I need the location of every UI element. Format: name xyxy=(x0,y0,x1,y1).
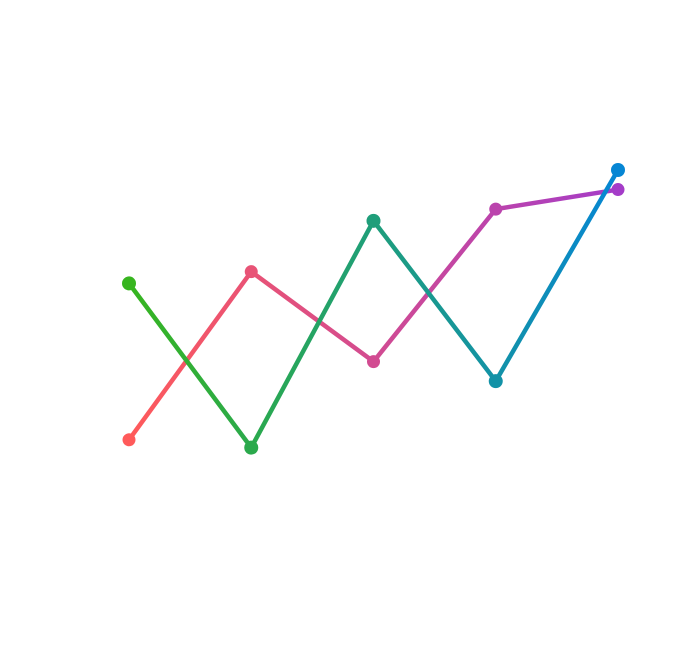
series-2-line xyxy=(126,167,621,450)
series-1-point-4 xyxy=(489,202,503,216)
series-2-point-1 xyxy=(122,276,136,291)
series-1-point-2 xyxy=(244,265,258,279)
series-points-layer xyxy=(122,163,625,455)
series-1-point-1 xyxy=(122,433,136,447)
series-2-point-2 xyxy=(244,440,259,455)
series-2-point-4 xyxy=(488,374,503,389)
series-2-point-3 xyxy=(366,213,381,228)
series-lines-layer xyxy=(126,167,621,450)
series-1-point-5 xyxy=(611,183,625,197)
series-2-point-5 xyxy=(611,163,625,178)
series-1-point-3 xyxy=(367,355,380,369)
